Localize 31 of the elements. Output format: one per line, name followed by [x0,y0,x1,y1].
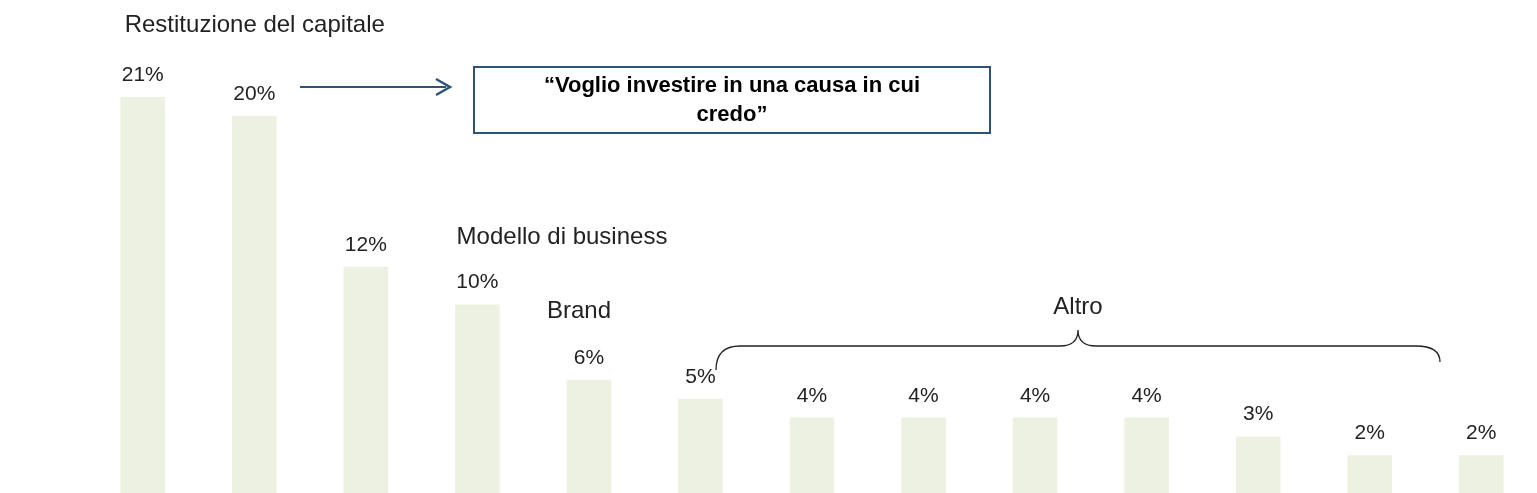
data-label: 12% [344,231,387,255]
bar [1347,455,1392,493]
data-label: 10% [456,269,499,293]
bar [678,398,723,493]
annotation: Altro [1053,292,1103,320]
data-label: 5% [685,363,716,387]
bar [1458,455,1504,493]
bar [566,379,612,493]
data-label: 21% [121,62,164,86]
data-label: 4% [908,382,939,406]
bar [1012,417,1058,493]
bar [455,304,500,493]
text: Restituzione del capitale [124,10,385,38]
data-label: 4% [1131,382,1162,406]
bar [901,417,946,493]
bar [232,115,277,493]
data-label: 20% [233,80,276,104]
data-label: 4% [796,382,828,406]
bar [120,97,166,493]
bar [789,417,835,493]
data-label: 3% [1242,401,1274,425]
bar [1235,436,1281,493]
bar [343,266,389,493]
annotation: Modello di business [456,222,668,250]
data-label: 4% [1019,382,1051,406]
annotation: “Voglio investire in una causa in cui credo” [542,71,922,128]
bar [1124,417,1169,493]
data-label: 2% [1466,420,1497,444]
annotation: Brand [546,296,612,324]
data-label: 6% [573,344,605,368]
data-label: 2% [1354,420,1385,444]
